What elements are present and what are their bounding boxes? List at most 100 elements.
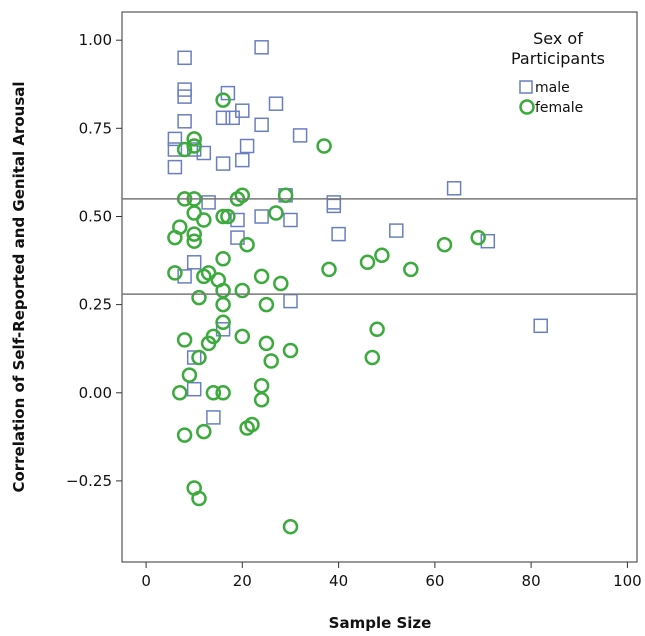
female-point-0 bbox=[215, 92, 231, 108]
y-tick-label-3: 0.25 bbox=[79, 296, 112, 314]
male-point-11 bbox=[292, 128, 308, 143]
female-point-51 bbox=[205, 385, 222, 401]
female-point-42 bbox=[200, 335, 217, 352]
female-point-11 bbox=[215, 208, 231, 225]
male-point-17 bbox=[235, 152, 250, 168]
y-tick-label-1: 0.75 bbox=[79, 119, 112, 137]
x-axis: 0 20 40 60 80 100 bbox=[141, 562, 642, 590]
female-point-22 bbox=[374, 247, 390, 264]
female-point-14 bbox=[196, 212, 212, 228]
male-point-7 bbox=[268, 96, 284, 111]
female-point-12 bbox=[220, 208, 236, 225]
male-point-10 bbox=[254, 117, 269, 133]
y-axis: 1.00 0.75 0.50 0.25 0.00 −0.25 bbox=[66, 31, 122, 490]
male-point-38 bbox=[186, 381, 202, 397]
x-tick-label-3: 60 bbox=[425, 572, 444, 590]
male-point-37 bbox=[186, 350, 202, 365]
legend: Sex of Participants male female bbox=[511, 29, 605, 116]
female-point-9 bbox=[277, 187, 294, 204]
plot-frame bbox=[121, 11, 638, 563]
female-point-47 bbox=[369, 321, 385, 338]
female-point-61 bbox=[282, 518, 299, 535]
legend-male-label: male bbox=[535, 80, 570, 96]
y-tick-label-5: −0.25 bbox=[66, 472, 112, 490]
female-point-44 bbox=[282, 342, 299, 359]
female-point-56 bbox=[196, 423, 212, 440]
male-point-3 bbox=[177, 89, 192, 104]
y-tick-label-2: 0.50 bbox=[79, 208, 112, 226]
female-point-4 bbox=[316, 138, 332, 154]
female-point-52 bbox=[215, 385, 231, 401]
male-point-26 bbox=[283, 212, 298, 228]
legend-female-label: female bbox=[535, 100, 583, 116]
male-point-36 bbox=[215, 322, 231, 337]
y-tick-label-4: 0.00 bbox=[79, 384, 112, 402]
female-point-46 bbox=[263, 353, 279, 369]
male-point-23 bbox=[326, 195, 342, 210]
female-point-50 bbox=[172, 385, 188, 401]
male-point-12 bbox=[167, 131, 183, 147]
female-point-23 bbox=[359, 254, 376, 271]
female-point-31 bbox=[253, 268, 270, 285]
female-point-25 bbox=[321, 261, 337, 278]
male-point-27 bbox=[230, 212, 245, 228]
male-point-33 bbox=[177, 269, 192, 284]
male-point-20 bbox=[446, 181, 462, 196]
female-point-60 bbox=[191, 490, 207, 507]
x-tick-label-5: 100 bbox=[613, 572, 642, 590]
male-point-16 bbox=[239, 138, 255, 154]
female-point-3 bbox=[176, 141, 193, 158]
female-point-40 bbox=[234, 328, 251, 345]
y-tick-label-0: 1.00 bbox=[79, 31, 112, 49]
female-point-21 bbox=[436, 236, 453, 253]
male-point-4 bbox=[177, 114, 192, 129]
female-point-41 bbox=[176, 332, 193, 348]
male-point-34 bbox=[283, 293, 298, 309]
x-tick-label-0: 0 bbox=[141, 572, 151, 590]
female-point-1 bbox=[186, 131, 202, 147]
female-point-20 bbox=[470, 229, 486, 246]
female-point-58 bbox=[244, 416, 260, 433]
female-point-18 bbox=[186, 233, 202, 249]
female-point-8 bbox=[234, 187, 251, 204]
legend-title-line2: Participants bbox=[511, 49, 605, 68]
male-point-13 bbox=[167, 142, 183, 157]
male-point-1 bbox=[254, 40, 269, 55]
female-point-55 bbox=[176, 427, 193, 443]
male-point-18 bbox=[215, 156, 231, 171]
female-point-35 bbox=[191, 289, 207, 306]
female-point-27 bbox=[167, 265, 183, 281]
male-point-25 bbox=[254, 209, 269, 224]
female-point-36 bbox=[215, 296, 231, 313]
female-point-26 bbox=[215, 251, 231, 267]
female-point-2 bbox=[186, 138, 202, 154]
female-point-48 bbox=[364, 349, 381, 366]
female-point-53 bbox=[253, 377, 270, 394]
legend-female-circle-icon bbox=[519, 99, 535, 115]
male-point-35 bbox=[533, 318, 548, 334]
male-point-9 bbox=[225, 110, 240, 126]
female-point-38 bbox=[215, 314, 231, 331]
x-tick-label-4: 80 bbox=[522, 572, 541, 590]
female-point-43 bbox=[258, 335, 275, 352]
data-points bbox=[167, 40, 548, 535]
female-point-13 bbox=[268, 205, 284, 221]
legend-title-line1: Sex of bbox=[533, 29, 583, 48]
male-point-19 bbox=[167, 159, 183, 175]
male-point-22 bbox=[201, 195, 216, 210]
x-axis-title: Sample Size bbox=[329, 614, 432, 632]
female-point-49 bbox=[181, 367, 198, 383]
male-point-0 bbox=[177, 50, 192, 66]
legend-male-square-icon bbox=[519, 80, 533, 94]
female-point-17 bbox=[186, 226, 202, 242]
male-point-28 bbox=[389, 223, 404, 238]
male-point-39 bbox=[206, 410, 221, 425]
y-axis-title: Correlation of Self-Reported and Genital… bbox=[10, 81, 28, 492]
female-point-45 bbox=[191, 349, 207, 366]
male-point-24 bbox=[326, 198, 342, 214]
male-point-31 bbox=[480, 233, 496, 249]
female-point-32 bbox=[273, 275, 289, 292]
female-point-19 bbox=[239, 236, 255, 253]
female-point-37 bbox=[258, 296, 275, 313]
